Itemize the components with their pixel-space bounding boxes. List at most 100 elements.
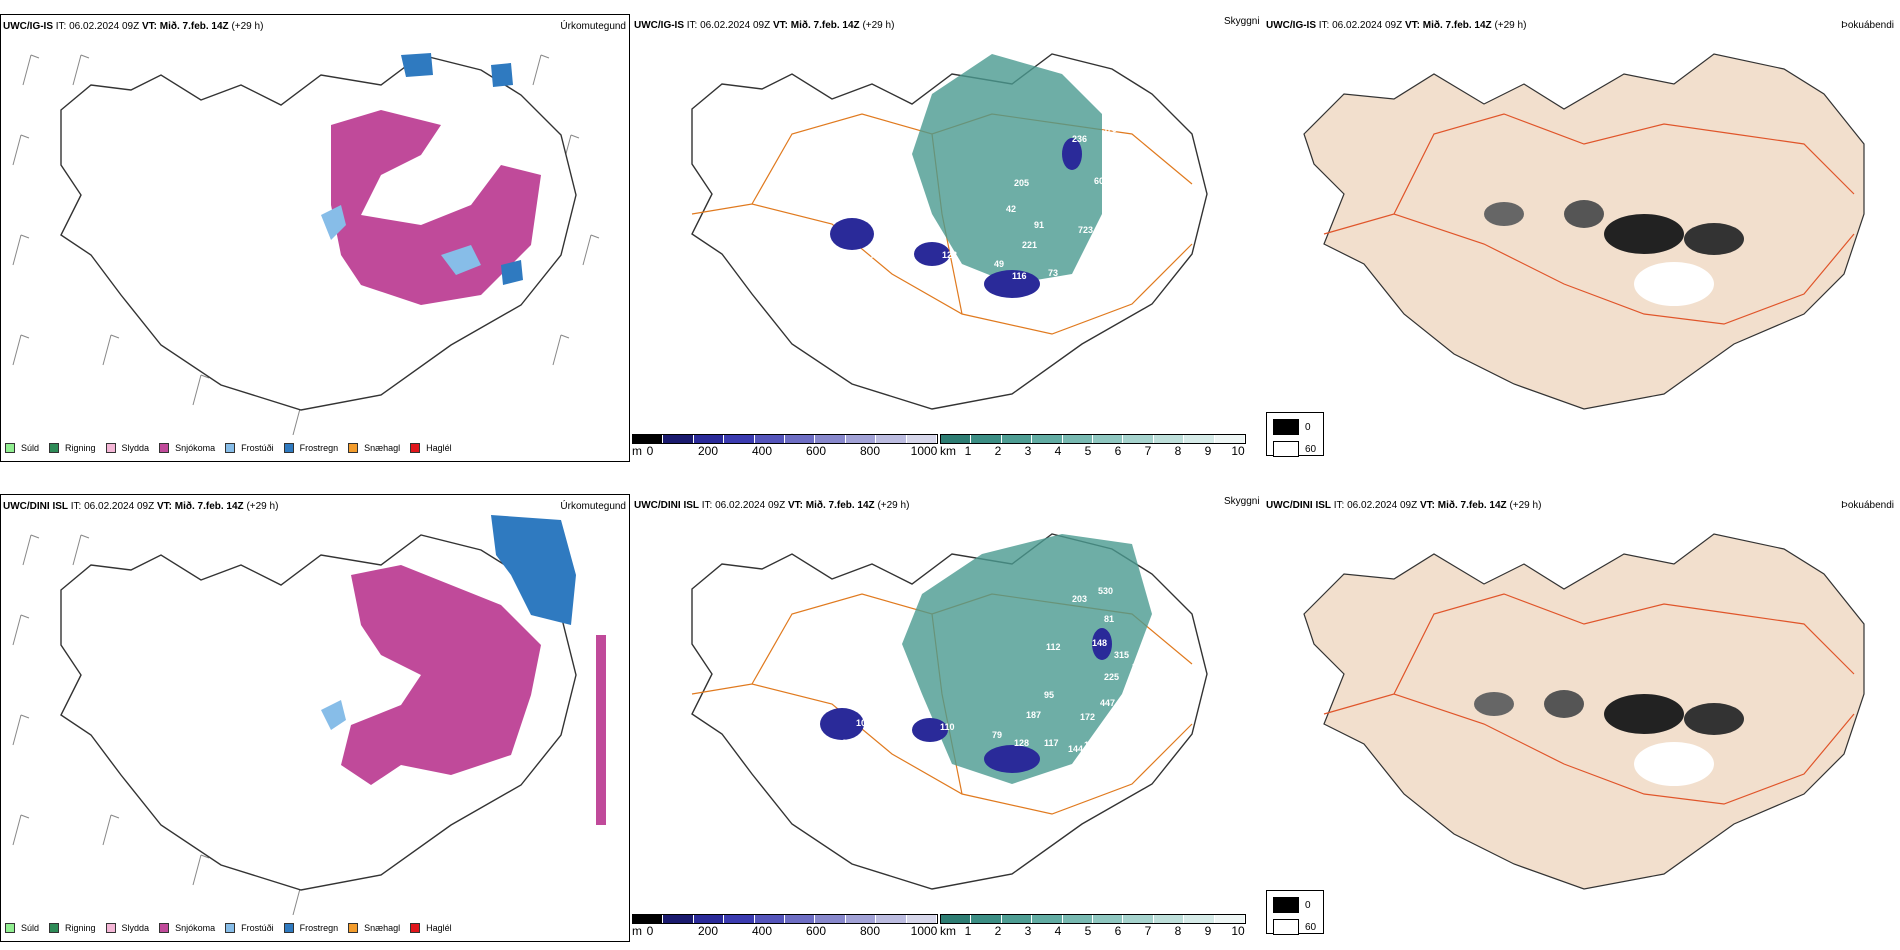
legend-swatch [410, 923, 421, 933]
vis-label: 81 [1104, 614, 1114, 624]
colorbar-swatches [940, 434, 1246, 444]
vis-label: 315 [1114, 650, 1129, 660]
low-visibility-cores [830, 138, 1082, 298]
visibility-map: 203 530 81 315 307 112 95 187 148 225 44… [691, 533, 1208, 890]
vis-label: 73 [1048, 268, 1058, 278]
legend-swatch [159, 923, 170, 933]
freezing-drizzle-area [321, 205, 481, 275]
fog-shading [1484, 200, 1744, 306]
iceland-outline [60, 54, 577, 411]
vis-label: 117 [1044, 738, 1059, 748]
vis-label: 530 [1098, 586, 1113, 596]
legend-swatch [49, 443, 60, 453]
panel-title: UWC/DINI ISL IT: 06.02.2024 09Z VT: Mið.… [1266, 500, 1542, 511]
vis-label: 66 [850, 268, 860, 278]
legend-swatch [348, 923, 359, 933]
vis-label: 107 [1066, 274, 1081, 284]
legend-swatch [5, 923, 15, 933]
unit-label: m [632, 444, 642, 458]
vis-label: 203 [1072, 594, 1087, 604]
visibility-shading [912, 54, 1102, 284]
vis-label: 107 [1118, 213, 1133, 223]
panel-title: UWC/IG-IS IT: 06.02.2024 09Z VT: Mið. 7.… [3, 21, 264, 32]
visibility-title: Skyggni [1224, 16, 1260, 27]
legend-item: Súld [5, 443, 39, 453]
precip-map [12, 515, 606, 915]
fog-panel-dini: UWC/DINI ISL IT: 06.02.2024 09Z VT: Mið.… [1264, 494, 1900, 894]
visibility-shading [902, 534, 1152, 784]
legend-swatch [105, 923, 116, 933]
vis-label: 375 [1102, 124, 1117, 134]
legend-swatch [283, 443, 294, 453]
vis-label: 187 [1026, 710, 1041, 720]
panel-title: UWC/DINI ISL IT: 06.02.2024 09Z VT: Mið.… [634, 500, 910, 511]
vis-label: 109 [1088, 271, 1103, 281]
precip-type-title: Úrkomutegund [560, 21, 626, 32]
unit-label: km [940, 444, 956, 458]
vis-label: 112 [1046, 642, 1061, 652]
fog-title: Þokuábendi [1841, 20, 1894, 31]
road-network [1323, 113, 1855, 325]
iceland-outline [1303, 53, 1865, 410]
legend-item: Frostregn [283, 923, 338, 933]
vis-label: 9 [1092, 248, 1097, 258]
legend-swatch [49, 923, 60, 933]
vis-label: 99 [832, 282, 842, 292]
vis-label: 236 [1072, 134, 1087, 144]
fog-map [1303, 53, 1865, 410]
snow-area [341, 565, 606, 825]
vis-label: 79 [992, 730, 1002, 740]
legend-swatch [283, 923, 294, 933]
vis-label: 123 [942, 250, 957, 260]
legend-item: Snæhagl [348, 923, 400, 933]
colorbar-swatches [632, 434, 938, 444]
precip-type-panel-dini: UWC/DINI ISL IT: 06.02.2024 09Z VT: Mið.… [0, 494, 630, 942]
visibility-colorbar: km 1 2 3 4 5 6 7 8 9 10 [940, 434, 1246, 458]
vis-label: 144 [1068, 744, 1083, 754]
legend-item: Rigning [49, 923, 96, 933]
vis-label: 60 [1094, 176, 1104, 186]
vis-label: 447 [1100, 698, 1115, 708]
legend-item: Frostúði [225, 923, 274, 933]
panel-title: UWC/IG-IS IT: 06.02.2024 09Z VT: Mið. 7.… [1266, 20, 1527, 31]
freezing-rain-area [401, 53, 523, 285]
colorbar-swatches [632, 914, 938, 924]
legend-swatch [410, 443, 421, 453]
fog-title: Þokuábendi [1841, 500, 1894, 511]
iceland-outline [1303, 533, 1865, 890]
low-visibility-cores [820, 628, 1112, 773]
vis-label: 107 [856, 718, 871, 728]
freezing-rain-area [491, 515, 576, 625]
legend-item: Snjókoma [159, 443, 215, 453]
precip-map [12, 53, 600, 435]
precip-legend: Súld Rigning Slydda Snjókoma Frostúði Fr… [5, 923, 462, 933]
vis-label: 110 [940, 722, 955, 732]
vis-label: 225 [1104, 672, 1119, 682]
unit-label: m [632, 924, 642, 938]
legend-swatch [159, 443, 170, 453]
legend-item: Rigning [49, 443, 96, 453]
vis-label: 49 [994, 259, 1004, 269]
visibility-labels: 203 530 81 315 307 112 95 187 148 225 44… [826, 586, 1147, 760]
vis-label: 248 [1114, 198, 1129, 208]
vis-label: 99 [826, 750, 836, 760]
legend-swatch [348, 443, 359, 453]
vis-label: 116 [1012, 271, 1027, 281]
visibility-labels: 375 236 114 60 248 380 205 42 107 91 723… [832, 124, 1153, 292]
legend-item: Frostúði [225, 443, 274, 453]
height-colorbar: m 0 200 400 600 800 1000 [632, 914, 938, 938]
panel-title: UWC/IG-IS IT: 06.02.2024 09Z VT: Mið. 7.… [634, 20, 895, 31]
vis-label: 42 [1006, 204, 1016, 214]
vis-label: 71 [870, 250, 880, 260]
visibility-colorbar: km 1 2 3 4 5 6 7 8 9 10 [940, 914, 1246, 938]
legend-item: Slydda [105, 923, 149, 933]
fog-shading [1474, 690, 1744, 786]
legend-swatch [225, 443, 236, 453]
panel-title: UWC/DINI ISL IT: 06.02.2024 09Z VT: Mið.… [3, 501, 279, 512]
vis-label: 307 [1132, 662, 1147, 672]
precip-legend: Súld Rigning Slydda Snjókoma Frostúði Fr… [5, 443, 462, 453]
vis-label: 91 [1034, 220, 1044, 230]
visibility-panel-igis: UWC/IG-IS IT: 06.02.2024 09Z VT: Mið. 7.… [632, 14, 1262, 462]
vis-label: 172 [1080, 712, 1095, 722]
visibility-title: Skyggni [1224, 496, 1260, 507]
